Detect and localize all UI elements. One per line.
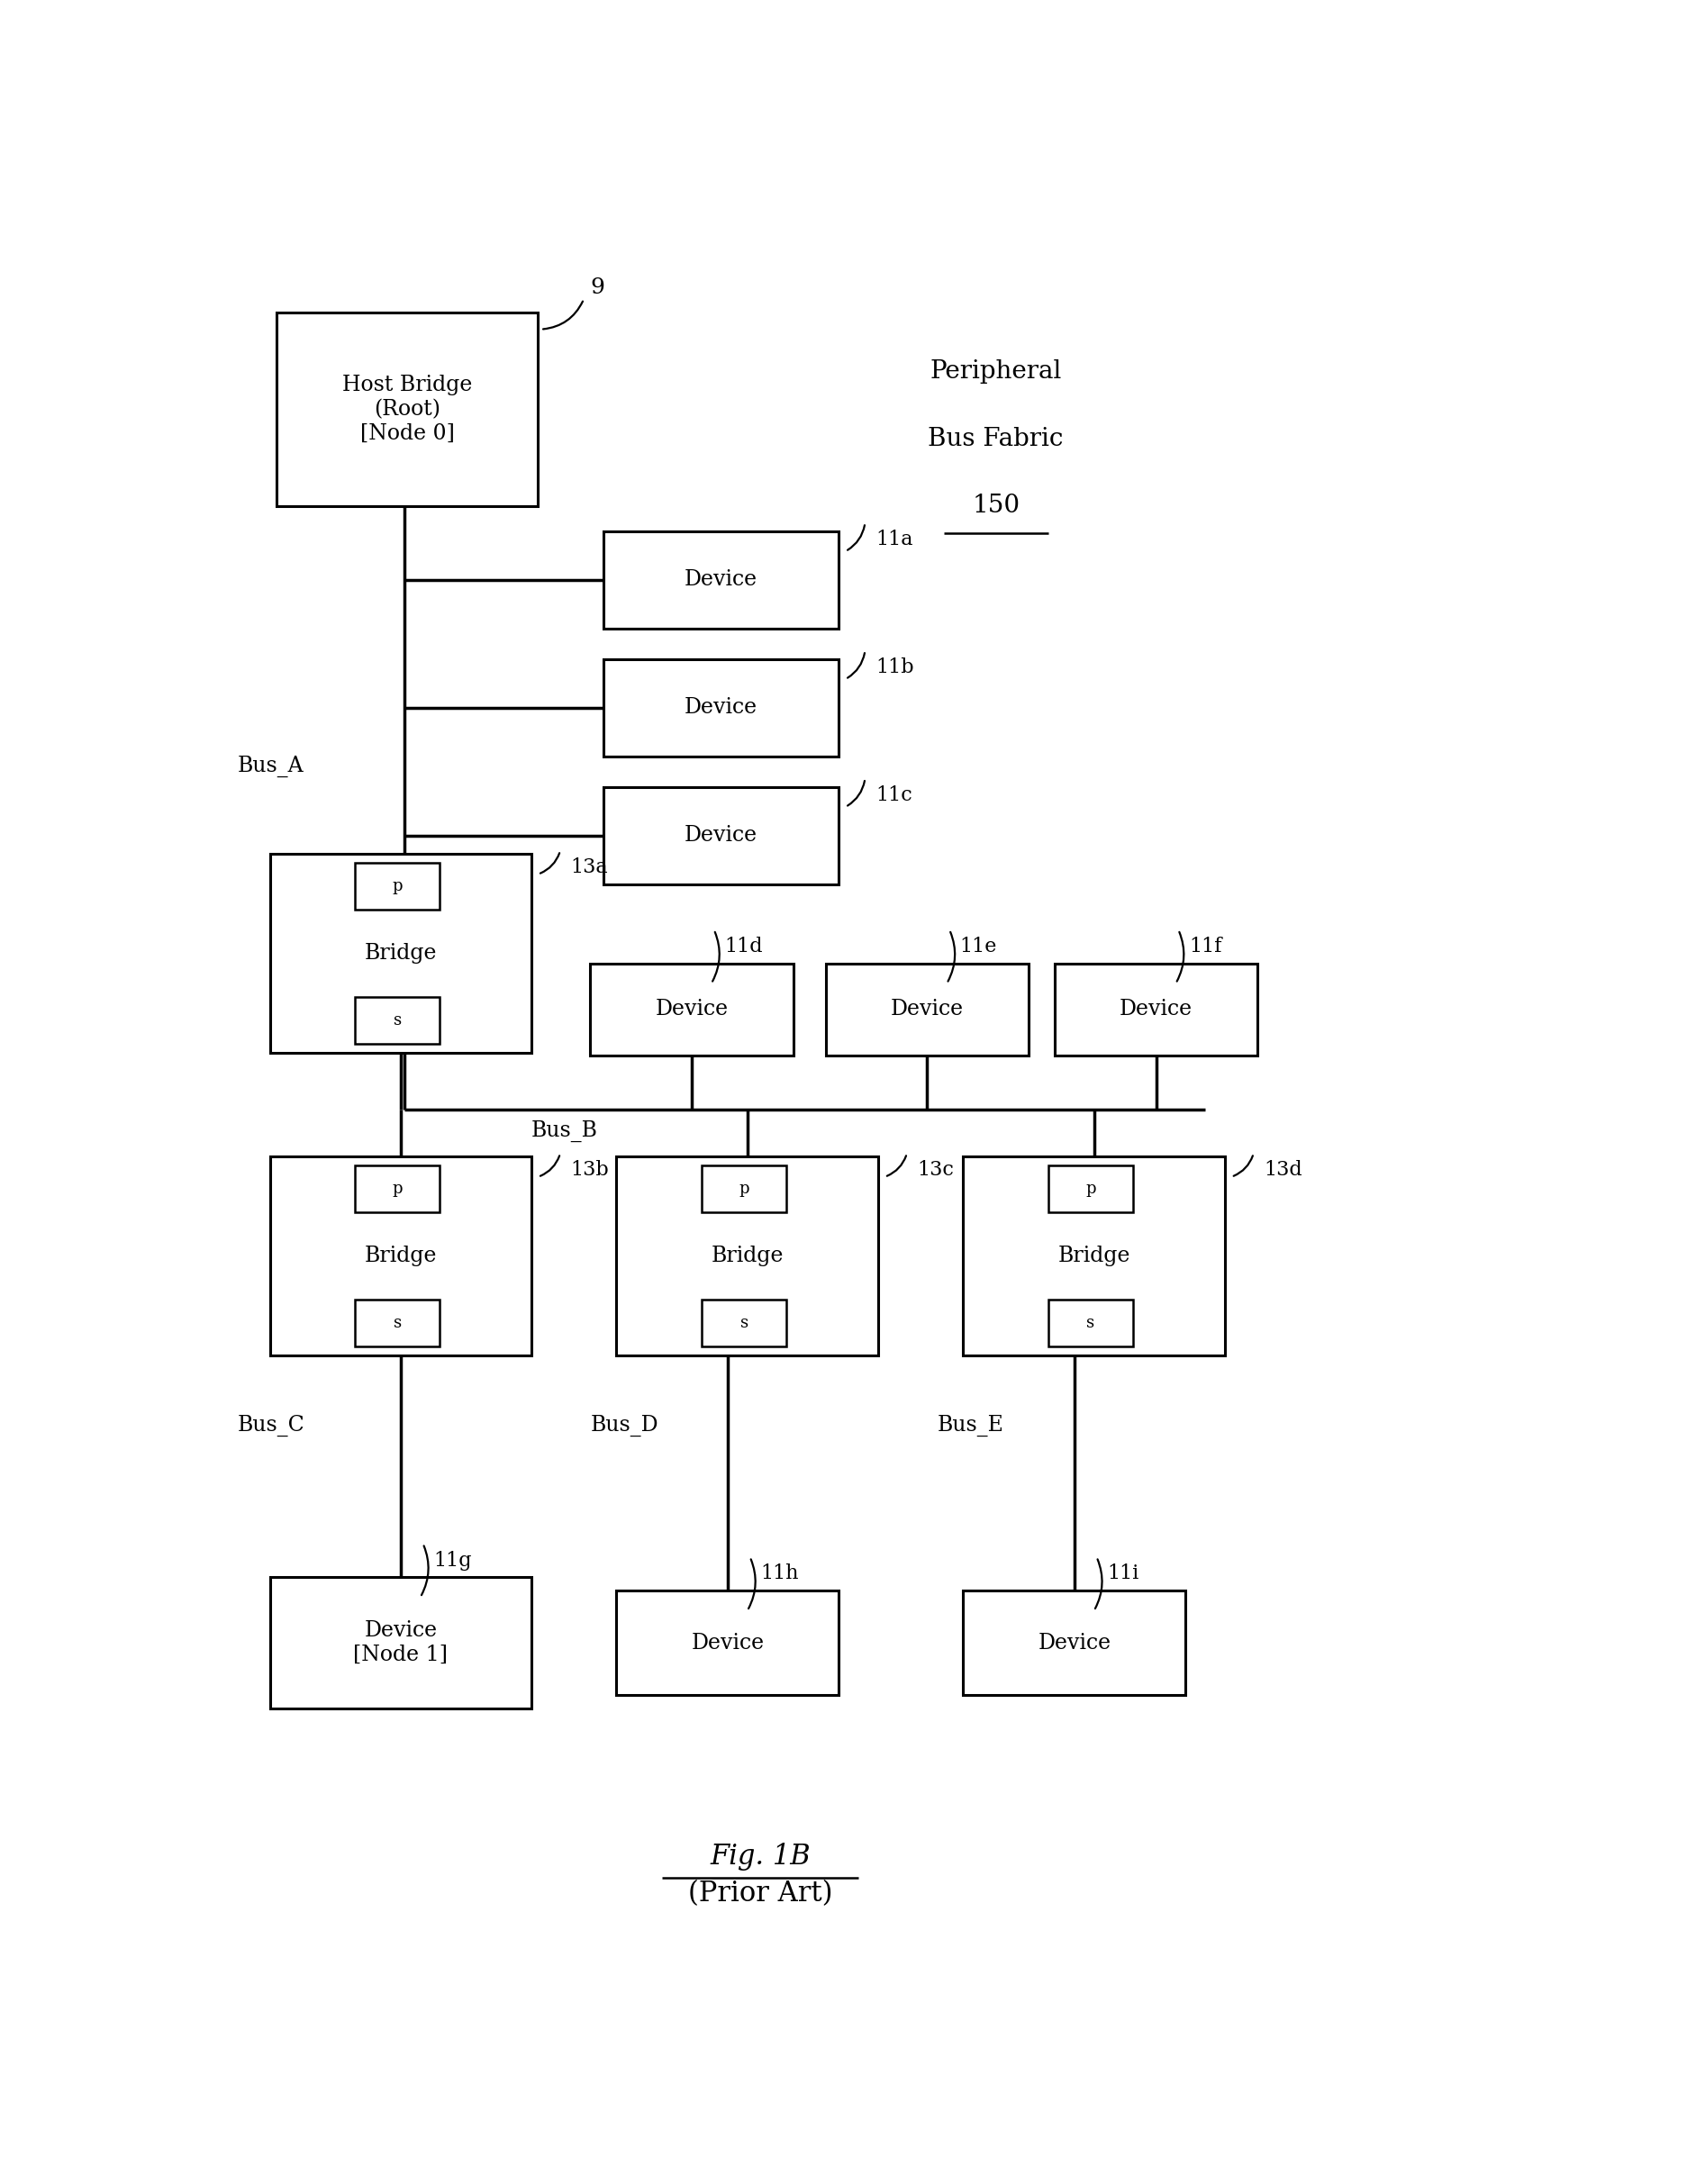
Bar bbox=[616, 1590, 838, 1695]
Text: Bridge: Bridge bbox=[1058, 1245, 1130, 1267]
Bar bbox=[354, 1164, 440, 1212]
Text: 11f: 11f bbox=[1188, 937, 1221, 957]
Text: Device: Device bbox=[1118, 1000, 1193, 1020]
Text: 9: 9 bbox=[590, 277, 604, 297]
Text: Device: Device bbox=[1038, 1631, 1110, 1653]
Text: 11h: 11h bbox=[759, 1564, 798, 1583]
Bar bbox=[354, 996, 440, 1044]
Text: 11a: 11a bbox=[876, 531, 913, 550]
Text: 11b: 11b bbox=[876, 657, 913, 677]
Bar bbox=[270, 1158, 531, 1354]
Text: p: p bbox=[739, 1182, 749, 1197]
Bar bbox=[702, 1299, 786, 1348]
Text: Peripheral: Peripheral bbox=[930, 358, 1061, 384]
Bar bbox=[270, 1577, 531, 1708]
Text: 150: 150 bbox=[972, 494, 1019, 518]
Text: 11i: 11i bbox=[1107, 1564, 1139, 1583]
Text: Bus_D: Bus_D bbox=[590, 1415, 658, 1437]
Text: Device: Device bbox=[685, 570, 757, 590]
Bar bbox=[604, 660, 838, 756]
Bar bbox=[1054, 963, 1257, 1055]
Text: Device: Device bbox=[655, 1000, 727, 1020]
Text: 11e: 11e bbox=[960, 937, 997, 957]
Bar bbox=[825, 963, 1027, 1055]
Bar bbox=[270, 854, 531, 1053]
Text: 13d: 13d bbox=[1264, 1160, 1302, 1179]
Text: Bus_E: Bus_E bbox=[936, 1415, 1004, 1437]
Text: s: s bbox=[1086, 1315, 1095, 1332]
Text: Bridge: Bridge bbox=[710, 1245, 783, 1267]
Text: Bus_B: Bus_B bbox=[531, 1120, 597, 1142]
Text: 13a: 13a bbox=[570, 858, 607, 878]
Bar bbox=[616, 1158, 877, 1354]
Text: 11g: 11g bbox=[434, 1551, 471, 1570]
Text: s: s bbox=[393, 1315, 402, 1332]
Text: 11d: 11d bbox=[724, 937, 763, 957]
Bar bbox=[590, 963, 793, 1055]
Bar bbox=[604, 786, 838, 885]
Text: Device: Device bbox=[891, 1000, 963, 1020]
Text: p: p bbox=[391, 1182, 403, 1197]
Text: Device
[Node 1]: Device [Node 1] bbox=[353, 1621, 447, 1664]
Text: 13c: 13c bbox=[918, 1160, 953, 1179]
Text: Bus Fabric: Bus Fabric bbox=[928, 426, 1063, 450]
Bar bbox=[963, 1590, 1184, 1695]
Text: s: s bbox=[739, 1315, 747, 1332]
Bar bbox=[963, 1158, 1225, 1354]
Text: p: p bbox=[391, 878, 403, 893]
Bar bbox=[1048, 1164, 1132, 1212]
Text: (Prior Art): (Prior Art) bbox=[688, 1880, 832, 1907]
Text: Bus_A: Bus_A bbox=[236, 756, 304, 778]
Text: 11c: 11c bbox=[876, 786, 911, 806]
Text: s: s bbox=[393, 1013, 402, 1029]
Bar bbox=[277, 312, 538, 507]
Text: Device: Device bbox=[685, 826, 757, 845]
Bar bbox=[1048, 1299, 1132, 1348]
Text: p: p bbox=[1085, 1182, 1095, 1197]
Text: Bridge: Bridge bbox=[364, 943, 437, 963]
Text: Device: Device bbox=[690, 1631, 764, 1653]
Text: Bridge: Bridge bbox=[364, 1245, 437, 1267]
Bar bbox=[604, 531, 838, 629]
Text: 13b: 13b bbox=[570, 1160, 609, 1179]
Text: Device: Device bbox=[685, 697, 757, 719]
Bar bbox=[354, 863, 440, 909]
Bar bbox=[702, 1164, 786, 1212]
Bar bbox=[354, 1299, 440, 1348]
Text: Bus_C: Bus_C bbox=[236, 1415, 304, 1437]
Text: Fig. 1B: Fig. 1B bbox=[710, 1843, 810, 1870]
Text: Host Bridge
(Root)
[Node 0]: Host Bridge (Root) [Node 0] bbox=[342, 376, 472, 443]
